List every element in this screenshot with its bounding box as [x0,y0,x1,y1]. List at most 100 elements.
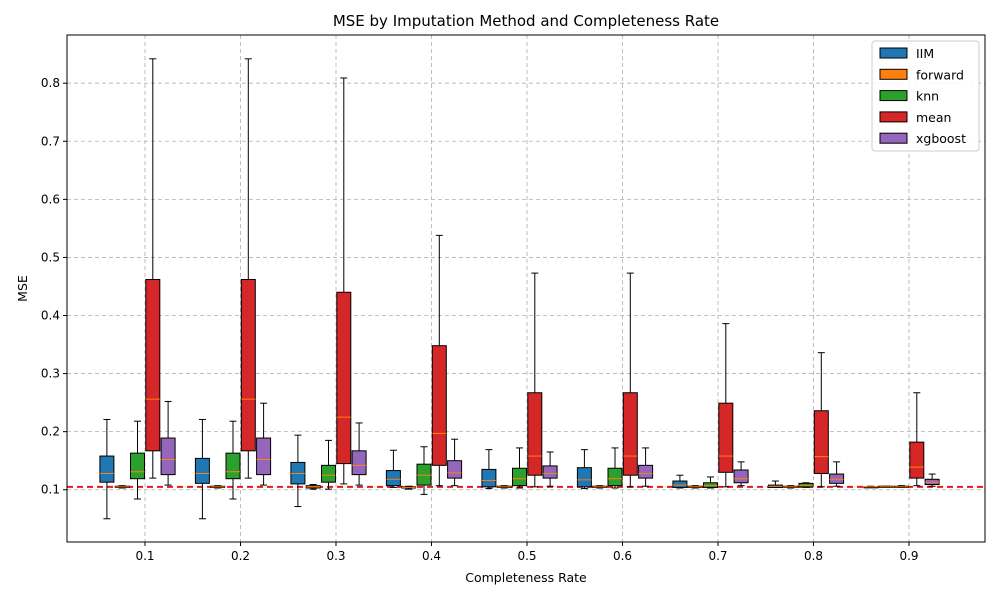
y-tick-label: 0.2 [41,425,60,439]
x-tick-label: 0.1 [135,549,154,563]
y-tick-label: 0.1 [41,483,60,497]
legend-item: xgboost [879,131,966,146]
y-tick-label: 0.8 [41,76,60,90]
box-body [576,467,592,488]
box-body [481,468,497,488]
y-tick-label: 0.7 [41,134,60,148]
box-IIM [767,480,783,488]
box-body [527,392,543,476]
box-xgboost [733,461,749,487]
box-body [622,392,638,476]
legend-label: IIM [916,46,934,61]
x-tick-label: 0.9 [899,549,918,563]
box-forward [783,485,799,489]
y-tick-label: 0.3 [41,367,60,381]
legend-item: forward [879,67,964,82]
legend-item: IIM [879,46,934,61]
box-body [385,470,401,487]
legend-label: forward [916,67,964,82]
box-knn [512,447,527,489]
box-body [703,482,718,488]
box-xgboost [924,473,940,487]
box-body [829,473,845,484]
box-knn [894,485,909,488]
box-forward [878,485,894,488]
box-knn [703,476,718,489]
box-IIM [672,474,688,489]
box-knn [798,482,814,488]
box-body [813,410,829,474]
box-body [130,452,145,480]
box-forward [114,485,130,489]
box-body [798,482,814,488]
x-tick-label: 0.6 [613,549,632,563]
box-IIM [99,418,115,520]
box-body [225,452,241,480]
box-mean [909,392,925,487]
box-forward [305,484,321,490]
box-knn [416,446,432,495]
axes-frame [66,34,986,543]
box-body [351,450,367,476]
box-body [672,480,688,488]
box-xgboost [638,447,654,487]
legend-swatch [879,111,908,123]
box-knn [225,420,241,500]
box-body [733,469,749,484]
legend-label: knn [916,89,939,104]
box-knn [130,420,145,500]
box-forward [496,485,512,489]
box-body [145,278,161,452]
x-tick-label: 0.5 [517,549,536,563]
box-mean [527,272,543,488]
box-body [194,457,210,484]
box-IIM [385,449,401,488]
box-body [542,465,558,479]
box-forward [401,485,417,490]
box-mean [145,58,161,479]
box-body [909,441,925,479]
box-xgboost [447,438,463,487]
box-xgboost [351,422,367,486]
x-tick-label: 0.2 [231,549,250,563]
box-IIM [290,434,306,508]
box-mean [431,234,447,487]
box-body [512,467,527,487]
box-body [160,437,176,476]
legend-frame [871,40,980,152]
y-tick-label: 0.4 [41,309,60,323]
legend-swatch [879,132,908,144]
box-forward [687,485,703,489]
box-body [607,467,623,487]
box-IIM [576,449,592,490]
box-mean [336,77,352,485]
x-tick-label: 0.3 [326,549,345,563]
x-tick-label: 0.4 [422,549,441,563]
x-tick-label: 0.8 [804,549,823,563]
box-body [99,455,115,483]
box-plots [99,58,940,520]
box-mean [813,352,829,488]
box-body [256,437,272,476]
box-xgboost [542,451,558,487]
box-IIM [481,449,497,490]
legend-swatch [879,47,908,59]
box-body [321,464,336,483]
box-xgboost [160,400,176,486]
box-xgboost [256,402,272,486]
box-mean [622,272,638,488]
chart-title: MSE by Imputation Method and Completenes… [333,12,719,30]
x-tick-label: 0.7 [708,549,727,563]
box-mean [240,58,256,479]
box-forward [592,485,608,489]
box-IIM [863,485,879,489]
legend-item: mean [879,110,951,125]
box-body [638,464,654,479]
box-forward [210,485,226,489]
legend-label: mean [916,110,951,125]
box-body [447,460,463,479]
box-body [431,345,447,466]
legend-label: xgboost [916,131,966,146]
box-body [336,291,352,465]
